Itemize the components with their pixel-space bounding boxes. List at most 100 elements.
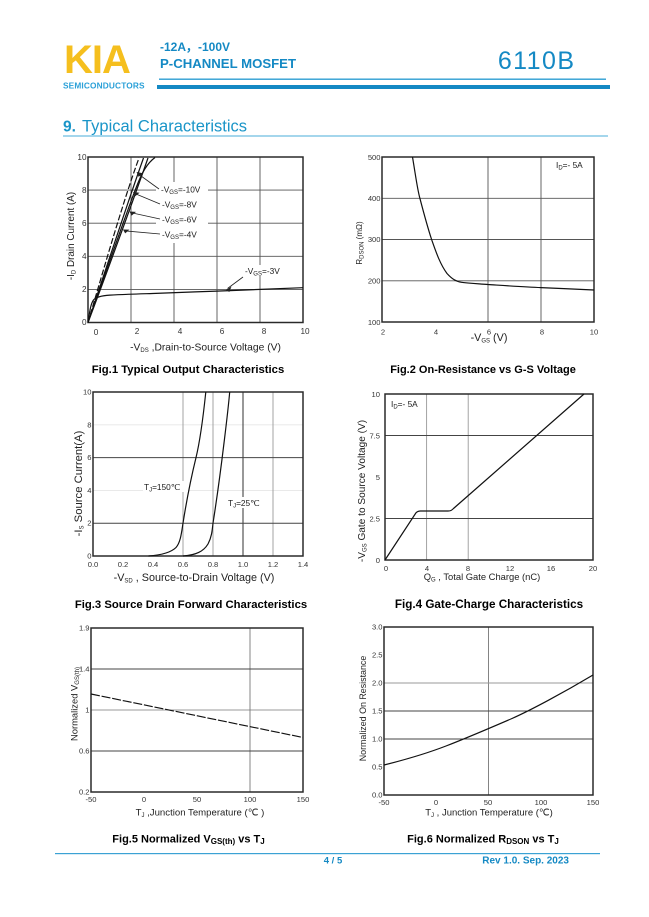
svg-text:8: 8 (262, 327, 267, 336)
svg-text:P-CHANNEL MOSFET: P-CHANNEL MOSFET (160, 56, 296, 71)
svg-text:Fig.2 On-Resistance vs G-S Vol: Fig.2 On-Resistance vs G-S Voltage (390, 364, 576, 376)
svg-text:Fig.6 Normalized RDSON vs TJ: Fig.6 Normalized RDSON vs TJ (407, 834, 559, 847)
svg-text:100: 100 (368, 318, 381, 327)
svg-text:Normalized VGS(th): Normalized VGS(th) (69, 667, 82, 741)
svg-text:1.2: 1.2 (268, 560, 279, 569)
svg-text:4: 4 (425, 564, 429, 573)
svg-text:-ID Drain Current (A): -ID Drain Current (A) (66, 192, 78, 280)
svg-text:3.0: 3.0 (372, 623, 383, 632)
svg-text:2.5: 2.5 (372, 651, 383, 660)
svg-text:0.6: 0.6 (178, 560, 189, 569)
svg-text:TJ=150℃: TJ=150℃ (144, 482, 180, 494)
svg-text:1.4: 1.4 (298, 560, 309, 569)
svg-text:-VGS=-3V: -VGS=-3V (245, 266, 280, 278)
svg-text:20: 20 (589, 564, 597, 573)
svg-text:-IS Source Current(A): -IS Source Current(A) (73, 430, 86, 536)
svg-text:RDSON (mΩ): RDSON (mΩ) (355, 221, 366, 265)
svg-text:1.9: 1.9 (79, 624, 90, 633)
svg-text:Typical Characteristics: Typical Characteristics (82, 118, 247, 136)
svg-text:4: 4 (82, 252, 87, 261)
svg-text:-50: -50 (379, 798, 390, 807)
svg-text:10: 10 (83, 388, 91, 397)
svg-text:8: 8 (540, 328, 544, 337)
svg-text:1: 1 (85, 706, 89, 715)
svg-text:10: 10 (77, 153, 87, 162)
svg-text:2: 2 (135, 327, 140, 336)
svg-text:150: 150 (297, 795, 310, 804)
svg-text:0.0: 0.0 (372, 791, 383, 800)
svg-text:5: 5 (376, 473, 380, 482)
svg-text:9.: 9. (63, 119, 76, 136)
svg-text:0.0: 0.0 (88, 560, 99, 569)
svg-text:-VGS=-4V: -VGS=-4V (162, 230, 197, 242)
svg-text:-VGS=-10V: -VGS=-10V (161, 185, 201, 197)
svg-text:6110B: 6110B (498, 47, 576, 75)
svg-text:400: 400 (368, 194, 381, 203)
svg-text:12: 12 (506, 564, 514, 573)
svg-text:-VGS Gate to Source Voltage (: -VGS Gate to Source Voltage (V) (357, 420, 369, 562)
svg-text:TJ ,Junction Temperature (℃ ): TJ ,Junction Temperature (℃ ) (136, 808, 265, 820)
svg-text:-50: -50 (86, 795, 97, 804)
svg-text:0.2: 0.2 (79, 788, 90, 797)
svg-text:8: 8 (82, 186, 87, 195)
svg-text:6: 6 (487, 328, 491, 337)
svg-text:0.6: 0.6 (79, 747, 90, 756)
svg-text:50: 50 (484, 798, 492, 807)
svg-text:500: 500 (368, 153, 381, 162)
svg-text:0.8: 0.8 (208, 560, 219, 569)
svg-text:2: 2 (82, 285, 87, 294)
svg-text:Fig.4 Gate-Charge Characterist: Fig.4 Gate-Charge Characteristics (395, 598, 584, 611)
svg-text:0.4: 0.4 (148, 560, 159, 569)
svg-text:50: 50 (193, 795, 201, 804)
svg-text:Normalized On Resistance: Normalized On Resistance (358, 656, 368, 762)
svg-text:SEMICONDUCTORS: SEMICONDUCTORS (63, 81, 145, 91)
svg-text:Rev 1.0. Sep. 2023: Rev 1.0. Sep. 2023 (482, 856, 569, 867)
svg-text:8: 8 (466, 564, 470, 573)
svg-text:7.5: 7.5 (369, 432, 380, 441)
svg-text:150: 150 (587, 798, 600, 807)
svg-text:1.4: 1.4 (79, 665, 90, 674)
svg-text:0: 0 (142, 795, 146, 804)
svg-text:0: 0 (94, 328, 99, 337)
svg-text:0.5: 0.5 (372, 763, 383, 772)
svg-text:1.0: 1.0 (372, 735, 383, 744)
svg-text:1.0: 1.0 (238, 560, 249, 569)
svg-text:300: 300 (368, 235, 381, 244)
svg-text:6: 6 (87, 453, 91, 462)
svg-text:0.2: 0.2 (118, 560, 129, 569)
svg-text:4: 4 (87, 486, 91, 495)
svg-text:-VDS ,Drain-to-Source Voltage: -VDS ,Drain-to-Source Voltage (V) (130, 343, 281, 355)
svg-text:6: 6 (220, 327, 225, 336)
svg-text:ID=- 5A: ID=- 5A (556, 160, 583, 172)
svg-text:2: 2 (87, 519, 91, 528)
svg-text:Fig.5 Normalized VGS(th) vs TJ: Fig.5 Normalized VGS(th) vs TJ (112, 834, 264, 847)
svg-text:10: 10 (372, 390, 380, 399)
svg-text:4 / 5: 4 / 5 (324, 856, 343, 867)
svg-text:-VGS (V): -VGS (V) (471, 332, 508, 345)
svg-text:QG , Total Gate Charge (nC): QG , Total Gate Charge (nC) (424, 571, 541, 584)
svg-text:200: 200 (368, 277, 381, 286)
svg-text:10: 10 (300, 327, 310, 336)
svg-text:Fig.1 Typical Output Character: Fig.1 Typical Output Characteristics (92, 364, 285, 376)
svg-text:-VGS=-8V: -VGS=-8V (162, 200, 197, 212)
svg-text:-12A，-100V: -12A，-100V (160, 40, 230, 54)
svg-text:4: 4 (434, 328, 438, 337)
svg-text:TJ , Junction Temperature (℃): TJ , Junction Temperature (℃) (425, 808, 553, 820)
svg-text:ID=- 5A: ID=- 5A (391, 399, 418, 411)
svg-text:-VSD , Source-to-Drain Voltage: -VSD , Source-to-Drain Voltage (V) (114, 572, 275, 585)
svg-text:2: 2 (381, 328, 385, 337)
svg-text:-VGS=-6V: -VGS=-6V (162, 215, 197, 227)
svg-text:TJ=25℃: TJ=25℃ (228, 498, 259, 510)
svg-text:KIA: KIA (64, 38, 130, 82)
svg-text:1.5: 1.5 (372, 707, 383, 716)
svg-text:0: 0 (376, 556, 380, 565)
svg-text:2.0: 2.0 (372, 679, 383, 688)
svg-text:100: 100 (244, 795, 257, 804)
svg-text:0: 0 (384, 564, 388, 573)
svg-text:4: 4 (178, 327, 183, 336)
svg-text:10: 10 (590, 328, 598, 337)
svg-text:0: 0 (87, 552, 91, 561)
svg-text:100: 100 (535, 798, 548, 807)
svg-text:0: 0 (434, 798, 438, 807)
svg-text:0: 0 (82, 318, 87, 327)
